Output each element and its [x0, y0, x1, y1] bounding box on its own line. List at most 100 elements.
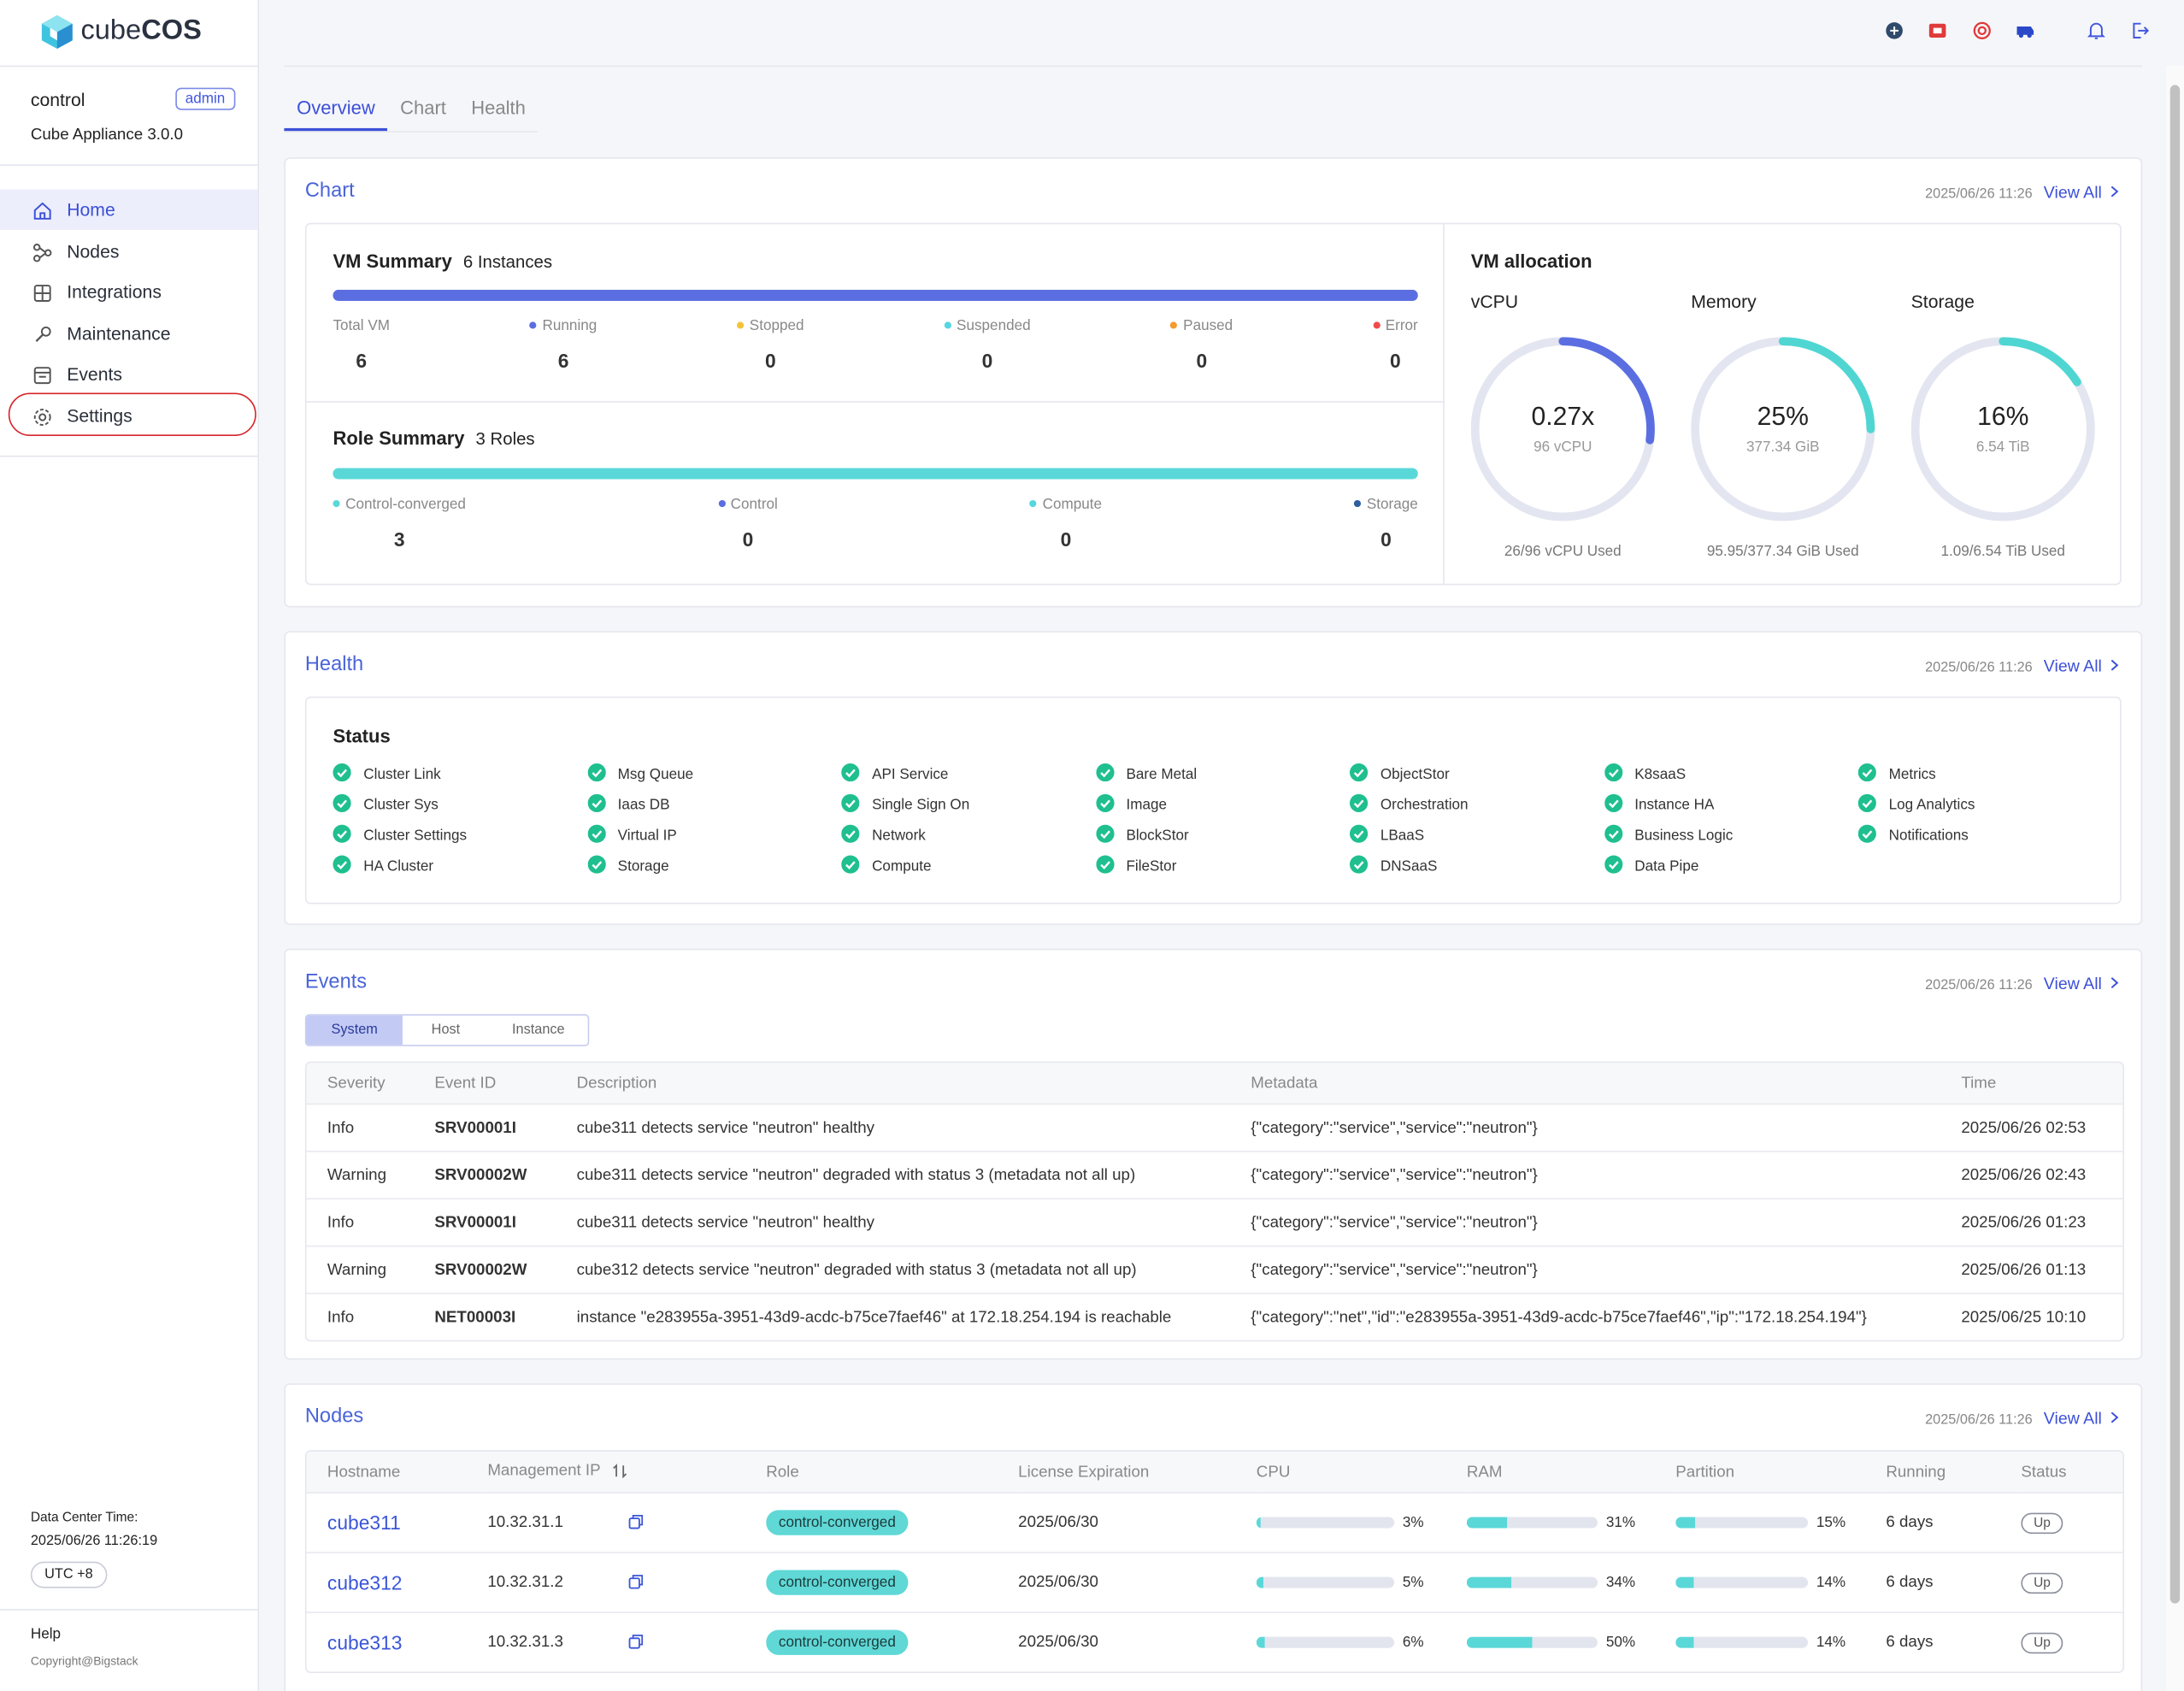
- column-header-text: License Expiration: [1018, 1463, 1150, 1481]
- tab[interactable]: Overview: [284, 91, 388, 132]
- copy-icon[interactable]: [628, 1575, 644, 1590]
- icon-shape: [1095, 855, 1114, 874]
- usage-cell: 50%: [1466, 1611, 1676, 1672]
- toolbar-icon[interactable]: [2087, 21, 2106, 40]
- filter-tab[interactable]: Instance: [511, 1022, 565, 1038]
- toolbar-icon[interactable]: [1972, 21, 1992, 40]
- menu-item[interactable]: Nodes: [0, 231, 257, 271]
- summary-title: Role Summary 3 Roles: [333, 427, 534, 448]
- filter-tab[interactable]: Host: [431, 1022, 461, 1038]
- gauge-capacity: 377.34 GiB: [1746, 439, 1820, 455]
- toolbar-icon[interactable]: [2016, 21, 2035, 40]
- icon-shape: [628, 1518, 640, 1530]
- menu-item[interactable]: Settings: [0, 392, 257, 436]
- menu-label: Events: [67, 363, 122, 385]
- hostname-link[interactable]: cube312: [327, 1571, 403, 1594]
- icon: [2087, 22, 2105, 39]
- gauge-capacity: 6.54 TiB: [1976, 439, 2030, 455]
- cell: {"category":"service","service":"neutron…: [1251, 1245, 1962, 1293]
- view-all[interactable]: View All: [2043, 182, 2102, 203]
- tab[interactable]: Chart: [400, 97, 446, 119]
- icon-shape: [2110, 1411, 2119, 1423]
- icon-shape: [34, 371, 50, 378]
- icon-shape: [1608, 799, 1618, 809]
- cell: 2025/06/30: [1018, 1552, 1257, 1613]
- menu-item[interactable]: Integrations: [0, 272, 257, 312]
- section-meta: 2025/06/26 11:26 View All: [1925, 974, 2119, 993]
- toolbar-icon[interactable]: [1885, 21, 1904, 40]
- gauge-capacity: 96 vCPU: [1534, 439, 1592, 455]
- menu-item[interactable]: Home: [0, 189, 258, 230]
- menu-item[interactable]: Events: [0, 354, 257, 394]
- status-check: [1604, 824, 1622, 844]
- toolbar-icon[interactable]: [2130, 21, 2150, 40]
- icon-shape: [1857, 793, 1876, 812]
- status-dot: [1029, 499, 1038, 508]
- cell: 2025/06/26 02:53: [1961, 1103, 2123, 1152]
- stat: Total VM 6: [333, 318, 390, 373]
- gauge: Memory 25% 377.34 GiB 95.95/377.34 GiB Used: [1691, 224, 1910, 583]
- sidebar: cubeCOS control admin Cube Appliance 3.0.0 H…: [0, 0, 260, 1691]
- icon-shape: [337, 769, 348, 778]
- event-row[interactable]: Warning SRV00002W cube311 detects service …: [306, 1150, 2123, 1199]
- sort-icon[interactable]: [612, 1464, 629, 1481]
- divider: [0, 455, 258, 457]
- column-header: CPU: [1256, 1451, 1467, 1494]
- stat-value: 0: [764, 350, 776, 373]
- icon-shape: [632, 1635, 644, 1647]
- hostname-link[interactable]: cube311: [327, 1511, 401, 1535]
- scrollbar-thumb[interactable]: [2169, 85, 2181, 1604]
- health-item-label: Single Sign On: [872, 797, 970, 814]
- view-all[interactable]: View All: [2043, 974, 2102, 993]
- view-all[interactable]: View All: [2043, 656, 2102, 676]
- health-item-label: Orchestration: [1380, 797, 1469, 814]
- section-meta: 2025/06/26 11:26 View All: [1925, 182, 2119, 203]
- event-row[interactable]: Info SRV00001I cube311 detects service "ne…: [306, 1103, 2123, 1152]
- gauge: Storage 16% 6.54 TiB 1.09/6.54 TiB Used: [1910, 224, 2131, 583]
- event-row[interactable]: Info NET00003I instance "e283955a-3951-43d…: [306, 1293, 2123, 1340]
- icon-shape: [2087, 22, 2105, 39]
- chart-box: VM Summary 6 Instances Total VM 6 Running 6 St…: [304, 222, 2122, 586]
- icon-shape: [1095, 763, 1114, 782]
- health-card: Health 2025/06/26 11:26 View All Status Clus…: [284, 631, 2143, 925]
- usage-track: [1256, 1517, 1395, 1529]
- icon-shape: [1353, 799, 1364, 809]
- header-row: Severity Event ID Description Metadata Time: [306, 1063, 2123, 1105]
- timestamp: 2025/06/26 11:26: [1925, 1412, 2033, 1429]
- hostname-link[interactable]: cube313: [327, 1631, 403, 1654]
- allocation-title: VM allocation: [1470, 250, 1592, 272]
- menu-item[interactable]: Maintenance: [0, 313, 257, 353]
- icon-shape: [2110, 659, 2119, 671]
- icon-shape: [586, 793, 606, 812]
- health-item-label: Metrics: [1888, 766, 1936, 783]
- icon-shape: [1099, 830, 1110, 840]
- usage-label: 6%: [1402, 1634, 1424, 1651]
- menu-label: Settings: [67, 404, 132, 426]
- summary-bar: [333, 468, 1418, 480]
- vm-summary: VM Summary 6 Instances Total VM 6 Running 6 St…: [306, 224, 1445, 403]
- icon: [1349, 855, 1369, 874]
- usage-fill: [1675, 1517, 1696, 1529]
- column-header-text: Partition: [1675, 1463, 1735, 1481]
- status-pill: Up: [2021, 1571, 2063, 1594]
- stat-label: Running: [529, 318, 597, 334]
- event-row[interactable]: Warning SRV00002W cube312 detects service …: [306, 1245, 2123, 1293]
- event-row[interactable]: Info SRV00001I cube311 detects service "ne…: [306, 1198, 2123, 1246]
- menu-label: Integrations: [67, 281, 162, 303]
- datacenter-time: 2025/06/26 11:26:19: [30, 1534, 158, 1550]
- toolbar-icon[interactable]: [1928, 21, 1947, 40]
- copy-icon[interactable]: [628, 1635, 644, 1650]
- view-all[interactable]: View All: [2043, 1408, 2102, 1429]
- cell: 2025/06/30: [1018, 1492, 1257, 1553]
- cell: 6 days: [1886, 1611, 2022, 1672]
- icon-shape: [1095, 793, 1114, 812]
- tab[interactable]: Health: [471, 97, 526, 119]
- filter-tab[interactable]: System: [306, 1015, 403, 1046]
- copy-icon[interactable]: [628, 1515, 644, 1530]
- stat: Paused 0: [1170, 318, 1233, 372]
- health-item-label: Data Pipe: [1634, 857, 1699, 875]
- role-pill: control-converged: [766, 1570, 909, 1595]
- help[interactable]: Help: [30, 1625, 62, 1643]
- icon: [613, 1464, 627, 1480]
